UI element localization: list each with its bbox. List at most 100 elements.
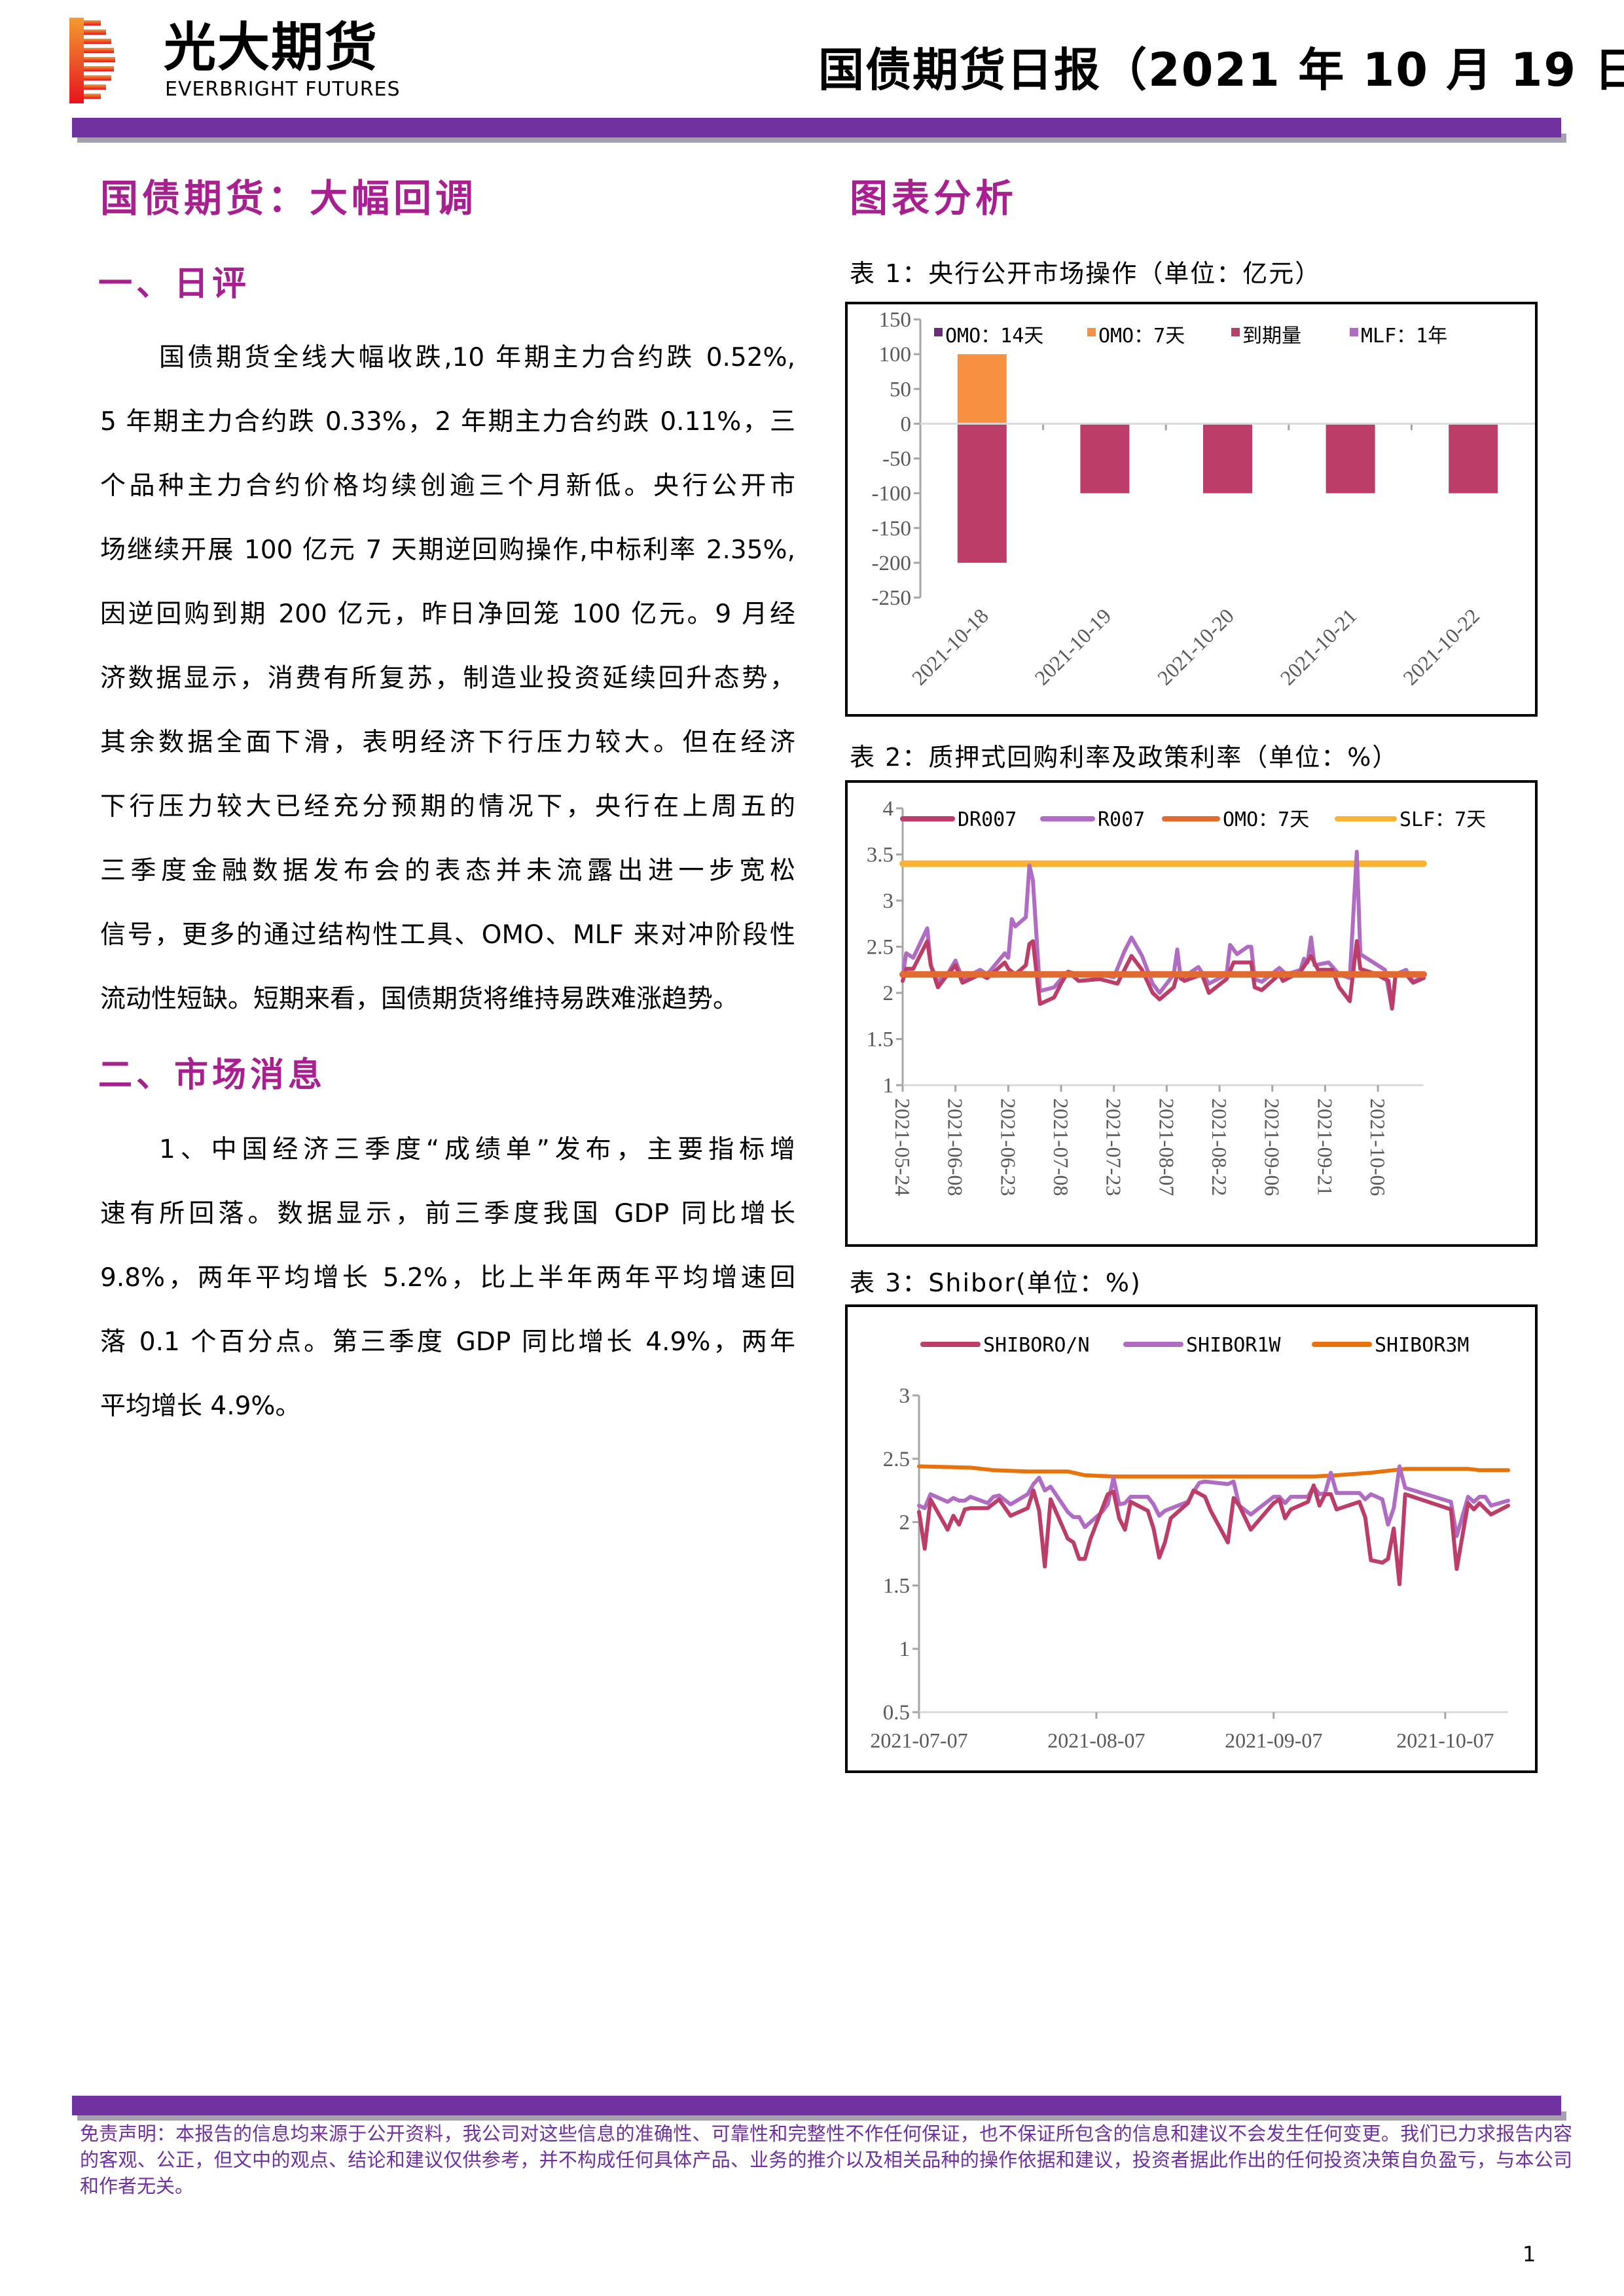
body-text-line: 其余数据全面下滑，表明经济下行压力较大。但在经济 [100, 728, 795, 757]
body-text-line: 流动性短缺。短期来看，国债期货将维持易跌难涨趋势。 [100, 984, 739, 1014]
x-tick-label: 2021-07-23 [1102, 1098, 1126, 1196]
y-tick-label: -250 [872, 586, 912, 610]
legend-swatch [1231, 328, 1240, 336]
body-text-line: 速有所回落。数据显示，前三季度我国 GDP 同比增长 [100, 1199, 795, 1229]
legend-label: OMO：7天 [1223, 808, 1309, 831]
y-tick-label: 2.5 [867, 936, 893, 960]
x-tick-label: 2021-07-07 [870, 1729, 967, 1752]
body-text-line: 下行压力较大已经充分预期的情况下，央行在上周五的 [100, 792, 795, 821]
legend-label: SLF：7天 [1399, 808, 1486, 831]
body-text-line: 1、中国经济三季度“成绩单”发布，主要指标增 [159, 1135, 795, 1164]
series-line-SHIBORO/N [917, 1483, 1510, 1587]
header-divider [72, 118, 1561, 137]
legend-label: DR007 [958, 808, 1017, 831]
x-tick-label: 2021-07-08 [1049, 1098, 1073, 1196]
chart3-caption: 表 3：Shibor(单位：%) [850, 1268, 1142, 1297]
y-tick-label: 1 [899, 1638, 911, 1661]
x-tick-label: 2021-06-23 [996, 1098, 1020, 1196]
charts-title: 图表分析 [850, 176, 1018, 221]
chart1-caption: 表 1：央行公开市场操作（单位：亿元） [850, 259, 1322, 288]
x-tick-label: 2021-10-22 [1398, 603, 1484, 689]
body-text-line: 济数据显示，消费有所复苏，制造业投资延续回升态势， [100, 664, 795, 693]
bar-1-0 [957, 354, 1007, 424]
document-title: 国债期货日报（2021 年 10 月 19 日） [818, 43, 1624, 97]
bar-2-0 [957, 423, 1007, 563]
legend-swatch [1350, 328, 1358, 336]
x-tick-label: 2021-10-18 [907, 603, 993, 689]
legend-label: OMO：14天 [945, 325, 1043, 348]
x-tick-label: 2021-06-08 [944, 1098, 967, 1196]
y-tick-label: 2 [899, 1511, 911, 1535]
y-tick-label: 1.5 [867, 1028, 893, 1052]
body-text-line: 个品种主力合约价格均续创逾三个月新低。央行公开市 [100, 471, 795, 501]
y-tick-label: -150 [872, 517, 912, 541]
section-heading-market-news: 二、市场消息 [98, 1056, 327, 1095]
x-tick-label: 2021-10-07 [1396, 1729, 1494, 1752]
legend-swatch [934, 328, 943, 336]
bar-2-2 [1203, 423, 1252, 493]
footer-divider [72, 2096, 1561, 2115]
legend-label: SHIBOR1W [1186, 1334, 1281, 1357]
y-tick-label: 0 [901, 412, 912, 436]
y-tick-label: 0.5 [883, 1701, 910, 1725]
body-text-line: 平均增长 4.9%。 [100, 1391, 301, 1421]
y-tick-label: 1 [883, 1074, 894, 1098]
x-tick-label: 2021-08-22 [1208, 1098, 1231, 1196]
legend-label: R007 [1098, 808, 1145, 831]
section-heading-daily-review: 一、日评 [98, 264, 251, 304]
logo-text-en: EVERBRIGHT FUTURES [165, 78, 401, 101]
y-tick-label: 2 [883, 982, 894, 1005]
legend-label: OMO：7天 [1098, 325, 1185, 348]
y-tick-label: 3 [883, 889, 894, 913]
bar-2-4 [1449, 423, 1498, 493]
bar-2-1 [1080, 423, 1130, 493]
chart3-shibor: 3 2.5 2 1.5 1 0.5 2021-07-07 2021-08-07 2021-09-… [870, 1334, 1510, 1752]
series-line-R007 [901, 850, 1426, 1011]
page-number: 1 [1523, 2242, 1536, 2267]
y-tick-label: -200 [872, 552, 912, 575]
y-tick-label: -50 [882, 448, 911, 471]
everbright-logo-icon [69, 18, 135, 103]
legend-label: SHIBOR3M [1375, 1334, 1470, 1357]
legend-label: SHIBORO/N [983, 1334, 1090, 1357]
x-tick-label: 2021-10-19 [1030, 603, 1115, 689]
legend-label: 到期量 [1242, 325, 1301, 348]
legend-label: MLF：1年 [1361, 325, 1447, 348]
article-title: 国债期货：大幅回调 [100, 176, 478, 221]
body-text-line: 因逆回购到期 200 亿元，昨日净回笼 100 亿元。9 月经 [100, 600, 795, 629]
chart2-caption: 表 2：质押式回购利率及政策利率（单位：%） [850, 743, 1399, 772]
body-text-line: 5 年期主力合约跌 0.33%，2 年期主力合约跌 0.11%，三 [100, 407, 795, 437]
chart1-box: 150 100 50 0 -50 -100 -150 -200 -250 2021-10-18 20… [845, 302, 1538, 717]
body-text-line: 9.8%，两年平均增长 5.2%，比上半年两年平均增速回 [100, 1263, 795, 1293]
chart3-box: 3 2.5 2 1.5 1 0.5 2021-07-07 2021-08-07 2021-09-… [845, 1304, 1538, 1773]
y-tick-label: -100 [872, 482, 912, 506]
x-tick-label: 2021-09-06 [1261, 1098, 1284, 1196]
y-tick-label: 1.5 [883, 1574, 910, 1598]
y-tick-label: 50 [890, 378, 911, 401]
x-tick-label: 2021-05-24 [891, 1098, 914, 1196]
logo-text-cn: 光大期货 [164, 17, 378, 78]
x-tick-label: 2021-10-20 [1153, 603, 1238, 689]
y-tick-label: 3.5 [867, 844, 893, 867]
x-tick-label: 2021-08-07 [1155, 1098, 1178, 1196]
body-text-line: 落 0.1 个百分点。第三季度 GDP 同比增长 4.9%，两年 [100, 1327, 795, 1357]
y-tick-label: 3 [899, 1384, 911, 1408]
series-line-SHIBOR3M [917, 1464, 1510, 1479]
x-tick-label: 2021-09-21 [1313, 1098, 1337, 1196]
legend-swatch [1087, 328, 1096, 336]
y-tick-label: 4 [883, 797, 894, 821]
disclaimer: 免责声明：本报告的信息均来源于公开资料，我公司对这些信息的准确性、可靠性和完整性… [80, 2123, 1572, 2197]
body-text-line: 场继续开展 100 亿元 7 天期逆回购操作,中标利率 2.35%, [100, 535, 795, 565]
bar-2-3 [1326, 423, 1375, 493]
y-tick-label: 100 [879, 343, 912, 367]
body-text-line: 三季度金融数据发布会的表态并未流露出进一步宽松 [100, 856, 795, 886]
x-tick-label: 2021-10-06 [1366, 1098, 1390, 1196]
body-text-line: 国债期货全线大幅收跌,10 年期主力合约跌 0.52%, [159, 343, 795, 372]
x-tick-label: 2021-08-07 [1047, 1729, 1145, 1752]
y-tick-label: 150 [879, 308, 912, 332]
y-tick-label: 2.5 [883, 1448, 910, 1471]
chart2-box: 4 3.5 3 2.5 2 1.5 1 2021-05-24 2021-06-08 2021-06… [845, 780, 1538, 1247]
x-tick-label: 2021-09-07 [1225, 1729, 1322, 1752]
